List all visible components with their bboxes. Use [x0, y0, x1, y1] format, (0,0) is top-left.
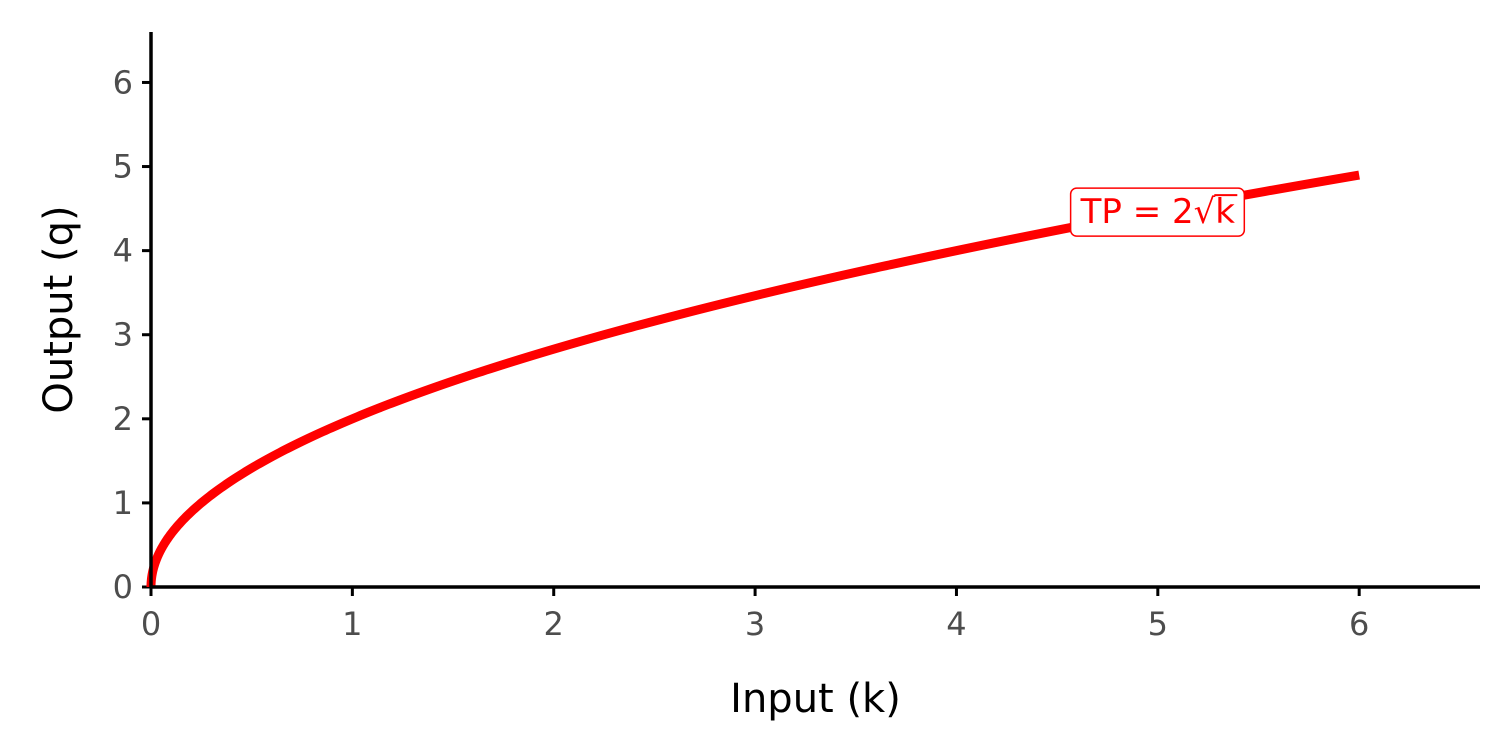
x-tick-label: 3	[745, 605, 765, 643]
tp-annotation-box	[1069, 187, 1246, 237]
x-tick-label: 0	[141, 605, 161, 643]
y-tick-label: 6	[113, 63, 133, 101]
y-tick-label: 3	[113, 316, 133, 354]
x-tick-label: 2	[544, 605, 564, 643]
x-tick-label: 4	[946, 605, 966, 643]
y-axis-title: Output (q)	[36, 205, 82, 413]
x-axis-title: Input (k)	[730, 676, 901, 722]
x-tick-label: 6	[1349, 605, 1369, 643]
tp-annotation: TP = 2√k	[1069, 187, 1246, 237]
y-axis-ticks: 0 1 2 3 4 5 6	[113, 63, 151, 606]
y-tick-label: 5	[113, 148, 133, 186]
total-product-curve	[146, 170, 1360, 591]
y-tick-label: 1	[113, 484, 133, 522]
x-tick-label: 1	[342, 605, 362, 643]
y-tick-label: 2	[113, 400, 133, 438]
x-tick-label: 5	[1148, 605, 1168, 643]
y-tick-label: 0	[113, 568, 133, 606]
tp-annotation-label: TP = 2√k	[1080, 192, 1236, 232]
y-tick-label: 4	[113, 232, 133, 270]
x-axis-ticks: 0 1 2 3 4 5 6	[141, 587, 1369, 643]
